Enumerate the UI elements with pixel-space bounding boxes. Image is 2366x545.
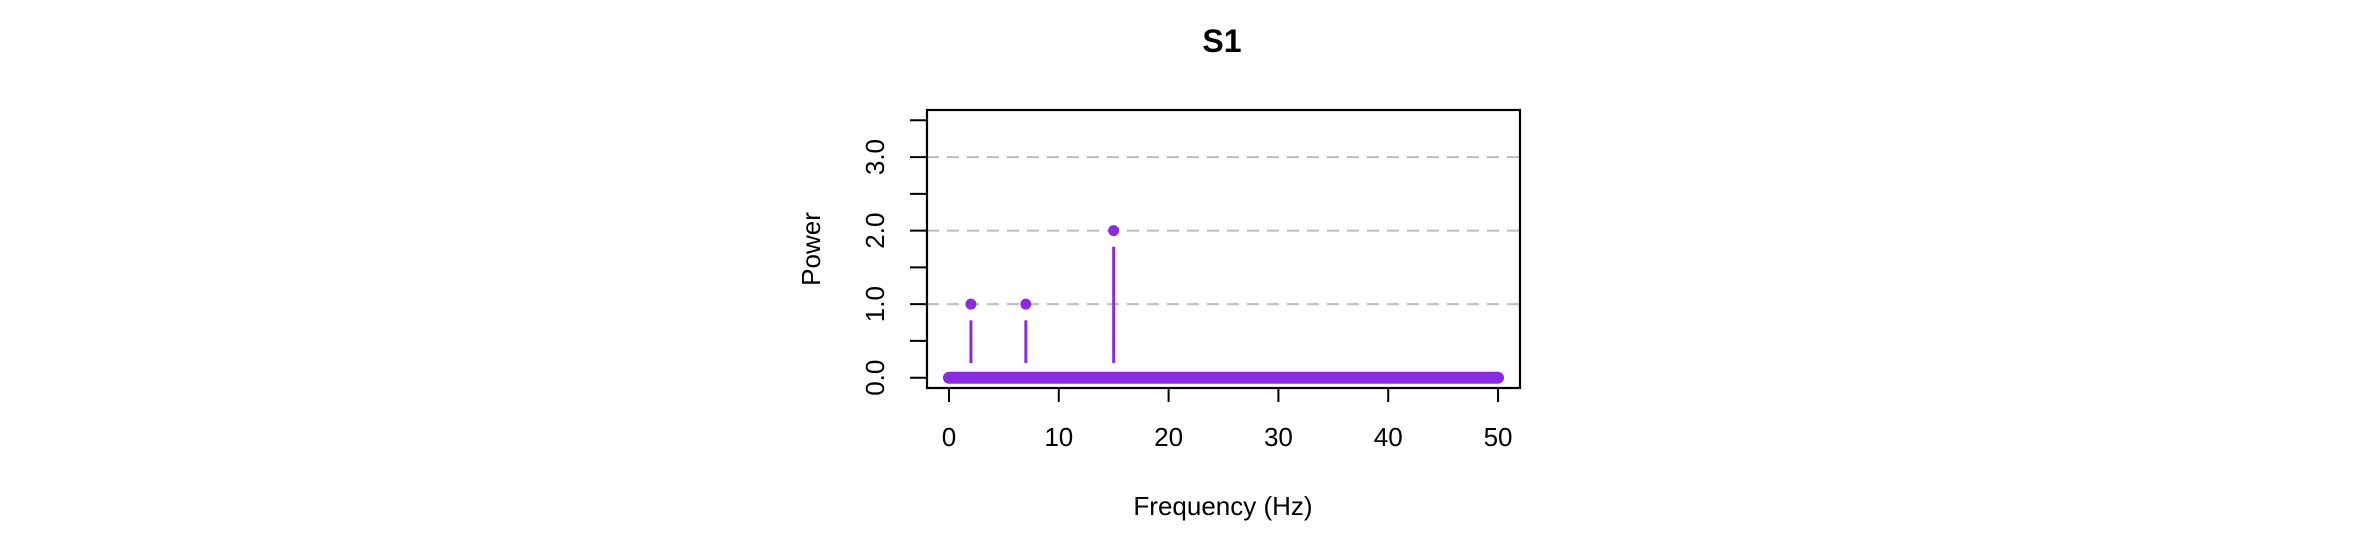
x-tick-label: 40: [1374, 422, 1403, 452]
x-tick-label: 0: [942, 422, 956, 452]
plot-data: [942, 225, 1505, 384]
chart-title: S1: [1202, 23, 1241, 59]
plot-frame: [925, 108, 1522, 390]
peak-point: [965, 298, 977, 310]
y-tick-label: 0.0: [860, 360, 890, 396]
y-tick-label: 3.0: [860, 139, 890, 175]
y-axis-label: Power: [796, 212, 826, 286]
x-tick-label: 50: [1484, 422, 1513, 452]
peak-point: [1020, 298, 1032, 310]
peak-point: [1108, 225, 1120, 237]
x-tick-label: 10: [1044, 422, 1073, 452]
y-axis: 0.0 1.0 2.0 3.0: [860, 119, 928, 396]
x-axis-label: Frequency (Hz): [1133, 491, 1312, 521]
gridlines: [927, 156, 1520, 306]
x-axis: 0 10 20 30 40 50: [942, 387, 1513, 452]
y-tick-label: 1.0: [860, 286, 890, 322]
y-tick-label: 2.0: [860, 213, 890, 249]
x-tick-label: 30: [1264, 422, 1293, 452]
x-tick-label: 20: [1154, 422, 1183, 452]
